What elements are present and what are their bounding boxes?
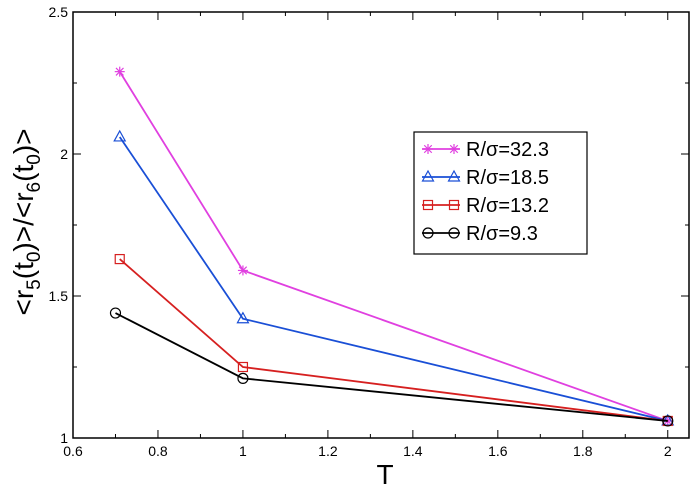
plot-area xyxy=(72,11,690,439)
y-title-part: )>/<r xyxy=(8,192,39,251)
y-tick-label: 1.5 xyxy=(49,288,69,304)
x-tick-label: 1.8 xyxy=(573,443,593,459)
circle-marker xyxy=(422,227,434,239)
y-title-sub: 5 xyxy=(24,279,45,290)
legend-label: R/σ=13.2 xyxy=(466,195,549,217)
y-title-part: <r xyxy=(8,290,39,316)
triangle-marker xyxy=(447,169,461,182)
legend-label: R/σ=9.3 xyxy=(466,223,538,245)
y-title-sub: 0 xyxy=(24,154,45,165)
square-marker xyxy=(422,199,434,211)
circle-marker xyxy=(237,372,249,384)
series-line xyxy=(115,312,668,422)
circle-marker xyxy=(109,307,122,319)
square-marker xyxy=(114,253,125,265)
y-tick-label: 2.5 xyxy=(49,4,69,20)
legend-item: R/σ=9.3 xyxy=(422,223,538,245)
legend-item: R/σ=13.2 xyxy=(422,195,549,217)
x-axis-title: T xyxy=(376,459,393,490)
triangle-marker xyxy=(113,129,127,142)
axis-ticks: 0.6 0.8 1 1.2 1.4 1.6 1.8 2 1 1.5 2 2.5 xyxy=(49,4,689,459)
x-tick-label: 1.6 xyxy=(488,443,508,459)
star-marker-stroke xyxy=(449,144,459,154)
star-marker-stroke xyxy=(423,144,433,154)
triangle-marker xyxy=(236,311,250,324)
series-line xyxy=(118,136,668,422)
series-3 xyxy=(114,253,673,427)
y-title-sub: 0 xyxy=(24,252,45,263)
x-tick-label: 2 xyxy=(664,443,672,459)
square-marker xyxy=(237,361,249,373)
series-2 xyxy=(113,129,675,426)
legend-item: R/σ=32.3 xyxy=(422,139,549,161)
x-tick-label: 1 xyxy=(239,443,247,459)
star-marker-stroke xyxy=(238,266,248,275)
square-marker xyxy=(448,199,460,211)
series-1 xyxy=(114,66,673,426)
y-title-sub: 6 xyxy=(24,182,45,193)
y-title-part: (t xyxy=(8,165,39,182)
circle-marker xyxy=(662,415,674,427)
series-group xyxy=(109,66,675,427)
y-title-part: )> xyxy=(8,128,39,154)
x-tick-label: 1.4 xyxy=(403,443,423,459)
legend-item: R/σ=18.5 xyxy=(421,167,549,189)
legend-label: R/σ=18.5 xyxy=(466,167,549,189)
series-4 xyxy=(109,307,674,427)
y-axis-title: <r5(t0)>/<r6(t0)> xyxy=(8,128,45,315)
legend-items: R/σ=32.3 R/σ=18.5 R/σ=13.2 R/σ=9.3 xyxy=(421,139,549,245)
legend: R/σ=32.3 R/σ=18.5 R/σ=13.2 R/σ=9.3 xyxy=(413,131,588,255)
series-line xyxy=(119,258,668,422)
circle-marker xyxy=(448,227,460,239)
x-tick-label: 0.6 xyxy=(63,443,83,459)
star-marker-stroke xyxy=(115,67,124,76)
y-title-part: (t xyxy=(8,262,39,279)
legend-label: R/σ=32.3 xyxy=(466,139,549,161)
x-tick-label: 0.8 xyxy=(148,443,168,459)
y-tick-label: 1 xyxy=(60,430,68,446)
y-tick-label: 2 xyxy=(60,146,68,162)
x-tick-label: 1.2 xyxy=(318,443,338,459)
triangle-marker xyxy=(421,169,435,182)
